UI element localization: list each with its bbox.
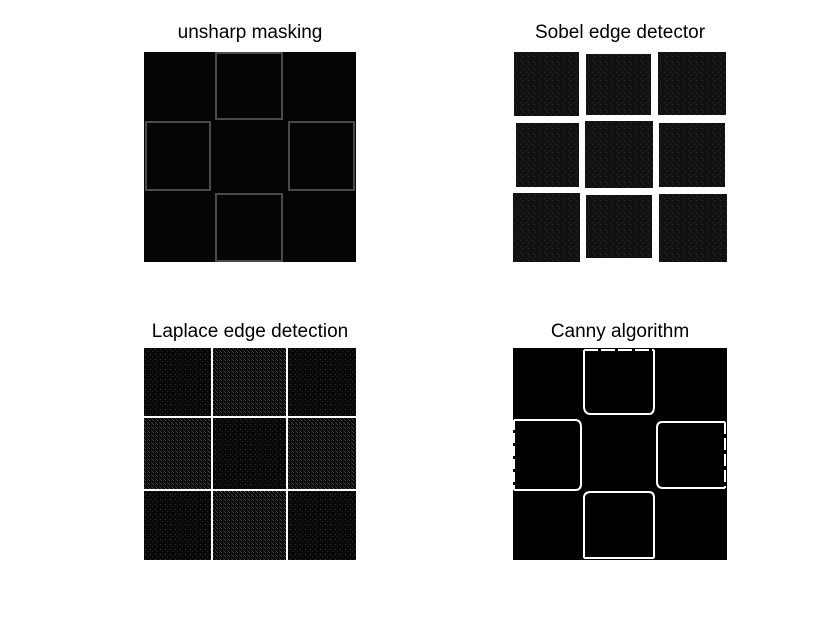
panel-title: Sobel edge detector bbox=[534, 22, 706, 43]
panel-laplace-edge-detection: Laplace edge detection bbox=[144, 321, 356, 560]
canny-edge-image bbox=[513, 348, 727, 560]
unsharp-masking-image bbox=[144, 52, 356, 262]
panel-canny-algorithm: Canny algorithm bbox=[513, 321, 727, 560]
panel-title: unsharp masking bbox=[177, 22, 323, 43]
laplace-edge-image bbox=[144, 348, 356, 560]
panel-title: Canny algorithm bbox=[550, 321, 690, 342]
sobel-edge-image bbox=[513, 52, 727, 262]
panel-title: Laplace edge detection bbox=[151, 321, 349, 342]
panel-unsharp-masking: unsharp masking bbox=[144, 22, 356, 262]
panel-sobel-edge-detector: Sobel edge detector bbox=[513, 22, 727, 262]
